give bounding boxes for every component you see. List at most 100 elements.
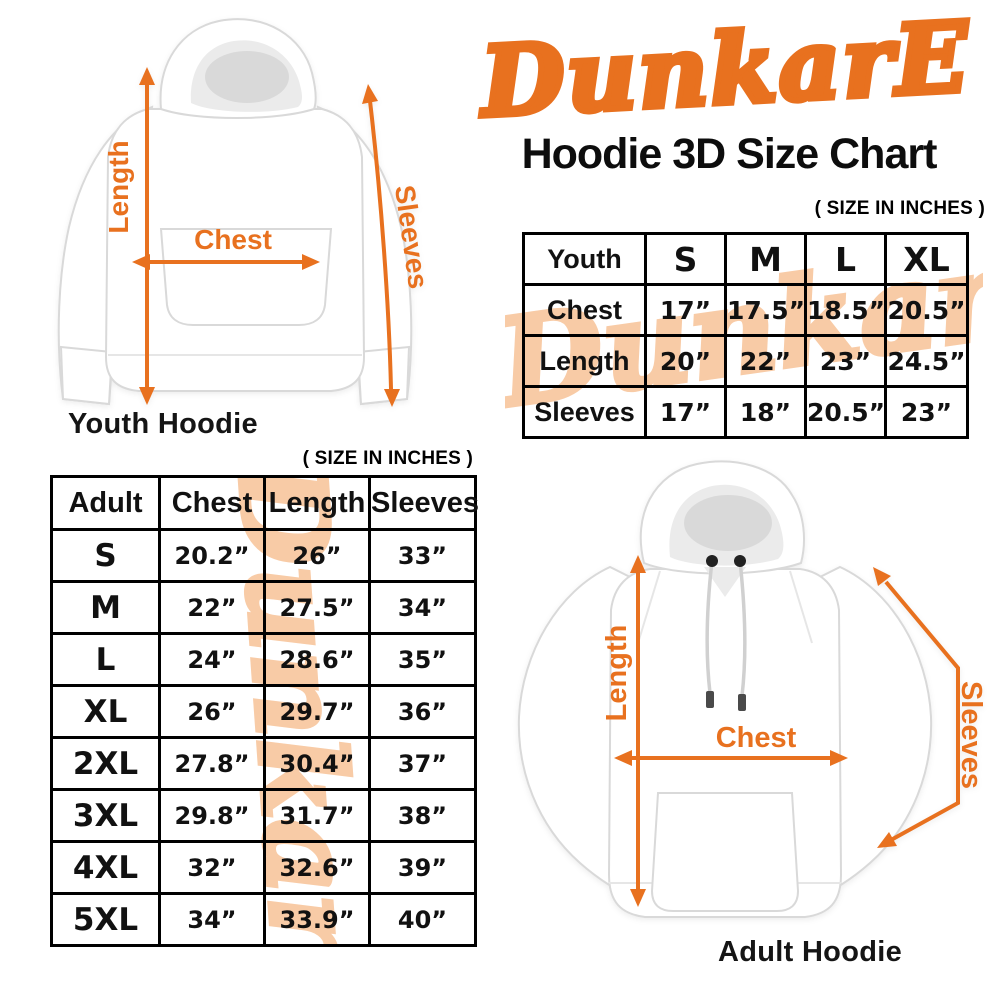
youth-length-xl: 24.5” <box>884 334 969 388</box>
youth-size-table: Youth S M L XL Chest 17” 17.5” 18.5” 20.… <box>522 232 969 439</box>
youth-chest-row: Chest 17” 17.5” 18.5” 20.5” <box>522 283 969 337</box>
youth-sleeves-arrow-bottom-head <box>384 389 400 407</box>
adult-header-length: Length <box>263 475 371 531</box>
adult-row-m: M 22” 27.5” 34” <box>50 580 477 635</box>
adult-m-chest: 22” <box>158 580 266 635</box>
adult-row-4xl: 4XL 32” 32.6” 39” <box>50 840 477 895</box>
youth-chest-arrow-left-head <box>132 254 150 270</box>
adult-hoodie-caption: Adult Hoodie <box>718 936 903 968</box>
adult-left-raglan-seam <box>637 570 661 644</box>
youth-length-label: Length <box>103 140 134 233</box>
youth-sleeves-arrow-top-head <box>362 84 378 104</box>
adult-3xl-chest: 29.8” <box>158 788 266 843</box>
adult-4xl-label: 4XL <box>50 840 161 895</box>
brand-logo: DunkarE <box>452 0 1000 141</box>
adult-4xl-length: 32.6” <box>263 840 371 895</box>
adult-hoodie-illustration: Length Chest Sleeves <box>517 460 987 918</box>
adult-m-length: 27.5” <box>263 580 371 635</box>
adult-l-chest: 24” <box>158 632 266 687</box>
youth-sleeves-row-label: Sleeves <box>522 385 647 439</box>
adult-l-length: 28.6” <box>263 632 371 687</box>
youth-length-row-label: Length <box>522 334 647 388</box>
youth-sleeves-row: Sleeves 17” 18” 20.5” 23” <box>522 385 969 439</box>
adult-2xl-label: 2XL <box>50 736 161 791</box>
youth-sleeves-l: 20.5” <box>804 385 887 439</box>
adult-length-label: Length <box>601 625 633 722</box>
adult-right-eyelet <box>734 555 746 567</box>
youth-hoodie-caption: Youth Hoodie <box>68 408 258 440</box>
adult-right-drawstring <box>738 560 747 697</box>
adult-sleeves-label: Sleeves <box>955 681 987 789</box>
adult-xl-chest: 26” <box>158 684 266 739</box>
youth-header-m: M <box>724 232 807 286</box>
youth-hood-interior <box>205 51 289 103</box>
adult-sleeves-arrow-bottom-head <box>877 832 897 848</box>
youth-header-xl: XL <box>884 232 969 286</box>
brand-logo-text: DunkarE <box>476 0 977 141</box>
youth-chest-arrow-right-head <box>302 254 320 270</box>
youth-length-m: 22” <box>724 334 807 388</box>
youth-sleeves-m: 18” <box>724 385 807 439</box>
youth-chest-label: Chest <box>194 224 272 255</box>
adult-3xl-label: 3XL <box>50 788 161 843</box>
youth-sleeves-s: 17” <box>644 385 727 439</box>
adult-4xl-sleeves: 39” <box>368 840 477 895</box>
youth-chest-row-label: Chest <box>522 283 647 337</box>
adult-left-eyelet <box>706 555 718 567</box>
adult-neck-shadow <box>704 567 746 597</box>
adult-5xl-length: 33.9” <box>263 892 371 947</box>
adult-s-label: S <box>50 528 161 583</box>
youth-sleeves-xl: 23” <box>884 385 969 439</box>
adult-l-label: L <box>50 632 161 687</box>
adult-4xl-chest: 32” <box>158 840 266 895</box>
adult-chest-arrow-left-head <box>614 750 632 766</box>
adult-xl-label: XL <box>50 684 161 739</box>
adult-5xl-chest: 34” <box>158 892 266 947</box>
adult-2xl-length: 30.4” <box>263 736 371 791</box>
adult-2xl-chest: 27.8” <box>158 736 266 791</box>
adult-row-2xl: 2XL 27.8” 30.4” 37” <box>50 736 477 791</box>
youth-length-l: 23” <box>804 334 887 388</box>
adult-right-aglet <box>738 694 746 711</box>
adult-header-corner: Adult <box>50 475 161 531</box>
adult-sleeves-arrow <box>884 580 960 842</box>
youth-header-corner: Youth <box>522 232 647 286</box>
adult-l-sleeves: 35” <box>368 632 477 687</box>
adult-s-sleeves: 33” <box>368 528 477 583</box>
page-title: Hoodie 3D Size Chart <box>521 130 938 178</box>
adult-table-header-row: Adult Chest Length Sleeves <box>50 475 479 531</box>
youth-size-note: ( SIZE IN INCHES ) <box>814 198 985 219</box>
adult-length-arrow-bottom-head <box>630 889 646 907</box>
youth-length-arrow-top-head <box>139 67 155 85</box>
adult-hoodie-garment <box>517 460 933 918</box>
adult-chest-arrow-right-head <box>830 750 848 766</box>
adult-size-table: Adult Chest Length Sleeves S 20.2” 26” 3… <box>50 475 479 947</box>
adult-size-note: ( SIZE IN INCHES ) <box>302 448 473 469</box>
adult-5xl-label: 5XL <box>50 892 161 947</box>
adult-xl-sleeves: 36” <box>368 684 477 739</box>
adult-3xl-length: 31.7” <box>263 788 371 843</box>
adult-left-aglet <box>706 691 714 708</box>
adult-5xl-sleeves: 40” <box>368 892 477 947</box>
adult-header-chest: Chest <box>158 475 266 531</box>
adult-left-drawstring <box>705 560 714 694</box>
youth-length-row: Length 20” 22” 23” 24.5” <box>522 334 969 388</box>
adult-s-chest: 20.2” <box>158 528 266 583</box>
adult-row-s: S 20.2” 26” 33” <box>50 528 477 583</box>
youth-table-header-row: Youth S M L XL <box>522 232 969 286</box>
adult-xl-length: 29.7” <box>263 684 371 739</box>
youth-header-l: L <box>804 232 887 286</box>
adult-right-raglan-seam <box>789 570 813 644</box>
youth-left-cuff <box>59 345 114 406</box>
adult-header-sleeves: Sleeves <box>368 475 479 531</box>
youth-length-arrow-bottom-head <box>139 387 155 405</box>
youth-chest-m: 17.5” <box>724 283 807 337</box>
adult-row-3xl: 3XL 29.8” 31.7” 38” <box>50 788 477 843</box>
adult-3xl-sleeves: 38” <box>368 788 477 843</box>
adult-m-label: M <box>50 580 161 635</box>
youth-header-s: S <box>644 232 727 286</box>
youth-hoodie-garment <box>57 18 413 406</box>
adult-row-5xl: 5XL 34” 33.9” 40” <box>50 892 477 947</box>
adult-s-length: 26” <box>263 528 371 583</box>
